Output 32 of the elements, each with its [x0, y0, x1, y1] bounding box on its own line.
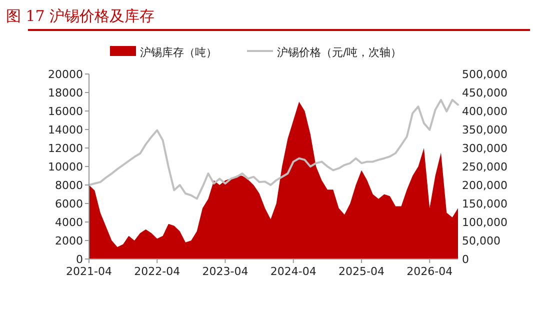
x-tick-label: 2023-04: [202, 265, 248, 278]
y-tick-label: 10000: [48, 160, 83, 174]
y-tick-label: 16000: [48, 105, 83, 118]
y-tick-label: 2000: [55, 234, 83, 248]
y-tick-label: 0: [76, 253, 83, 266]
x-tick-label: 2026-04: [406, 265, 453, 278]
y-tick-label: 14000: [48, 124, 83, 136]
y-tick-label: 8000: [55, 179, 83, 192]
y-tick-label: 12000: [48, 142, 83, 155]
y2-tick-label: 150,000: [462, 198, 508, 210]
y2-tick-label: 500,000: [462, 68, 508, 81]
y2-tick-label: 350,000: [462, 124, 508, 136]
y2-tick-label: 50,000: [462, 234, 500, 248]
y-tick-label: 4000: [55, 216, 83, 229]
y2-tick-label: 450,000: [462, 86, 508, 100]
y2-tick-label: 100,000: [462, 216, 508, 229]
x-tick-label: 2021-04: [66, 265, 112, 278]
chart-title: 图 17 沪锡价格及库存: [6, 7, 155, 25]
x-tick-label: 2025-04: [338, 265, 384, 278]
y2-tick-label: 400,000: [462, 105, 508, 118]
y2-tick-label: 250,000: [462, 160, 508, 174]
y-tick-label: 6000: [55, 198, 83, 210]
legend-label: 沪锡库存（吨）: [140, 46, 217, 59]
x-tick-label: 2024-04: [270, 265, 316, 278]
y-tick-label: 20000: [48, 68, 83, 81]
x-tick-label: 2022-04: [134, 265, 180, 278]
y2-tick-label: 300,000: [462, 142, 508, 155]
line-series: [88, 98, 459, 200]
y-tick-label: 18000: [48, 86, 83, 100]
y2-tick-label: 200,000: [462, 179, 508, 192]
y2-tick-label: 0: [462, 253, 469, 266]
legend-label: 沪锡价格（元/吨，次轴）: [277, 46, 402, 59]
